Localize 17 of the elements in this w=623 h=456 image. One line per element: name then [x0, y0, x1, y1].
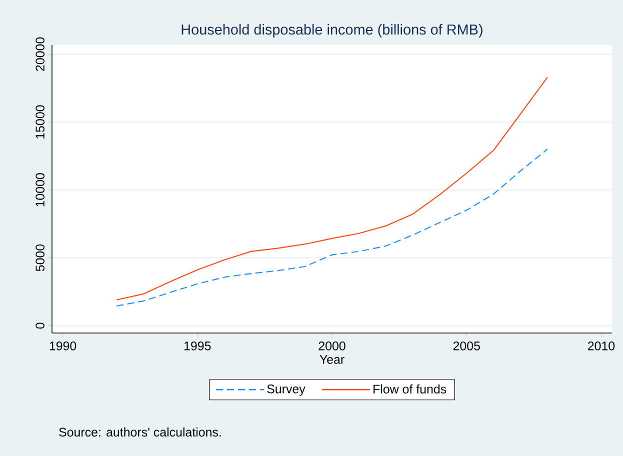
line-series: [116, 148, 548, 307]
line-series: [116, 76, 548, 300]
chart-title: Household disposable income (billions of RMB): [182, 24, 482, 38]
x-tick-label: 1990: [50, 342, 76, 350]
x-tick-label: 2010: [588, 342, 615, 350]
source-note: Source: authors' calculations.: [59, 427, 221, 437]
x-tick-label: 1995: [184, 342, 211, 350]
y-tick-label: 10000: [36, 173, 44, 206]
legend-label: Survey: [267, 384, 306, 396]
y-tick-label: 5000: [36, 244, 44, 272]
y-tick-label: 15000: [36, 105, 44, 138]
y-tick-label: 20000: [36, 37, 44, 71]
y-tick-label: 0: [36, 322, 44, 329]
legend-label: Flow of funds: [374, 384, 446, 394]
x-tick-label: 2005: [453, 342, 480, 350]
x-tick-label: 2000: [318, 342, 346, 350]
x-axis-title: Year: [320, 355, 344, 364]
